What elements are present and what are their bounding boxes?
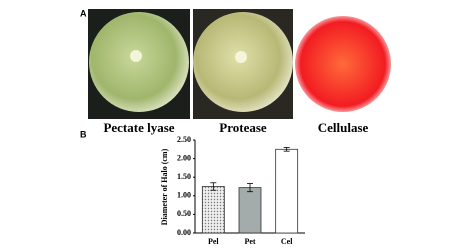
x-tick-label: Cel — [281, 237, 293, 246]
panel-label: A — [80, 8, 87, 18]
error-bar — [210, 182, 217, 191]
y-tick-label: 0.00 — [177, 228, 191, 237]
y-tick-label: 1.50 — [177, 172, 191, 181]
bar — [201, 186, 225, 234]
y-tick-label: 2.50 — [177, 135, 191, 144]
halo — [235, 51, 247, 63]
panel-label: B — [80, 129, 87, 139]
caption: Cellulase — [318, 120, 369, 135]
caption: Protease — [219, 120, 267, 135]
petri-dish — [295, 16, 391, 112]
error-bar — [247, 183, 253, 193]
x-tick-label: Pet — [244, 237, 255, 246]
caption: Pectate lyase — [103, 120, 174, 135]
y-tick-label: 0.50 — [177, 209, 191, 218]
petri-dish — [89, 12, 189, 112]
y-tick-label: 1.00 — [177, 191, 191, 200]
y-tick-label: 2.00 — [177, 153, 191, 162]
y-axis-title: Diameter of Halo (cm) — [160, 148, 169, 225]
halo — [130, 50, 142, 62]
bar — [238, 187, 262, 234]
error-bar — [283, 147, 290, 152]
bar — [275, 148, 299, 234]
x-tick-label: Pel — [208, 237, 219, 246]
